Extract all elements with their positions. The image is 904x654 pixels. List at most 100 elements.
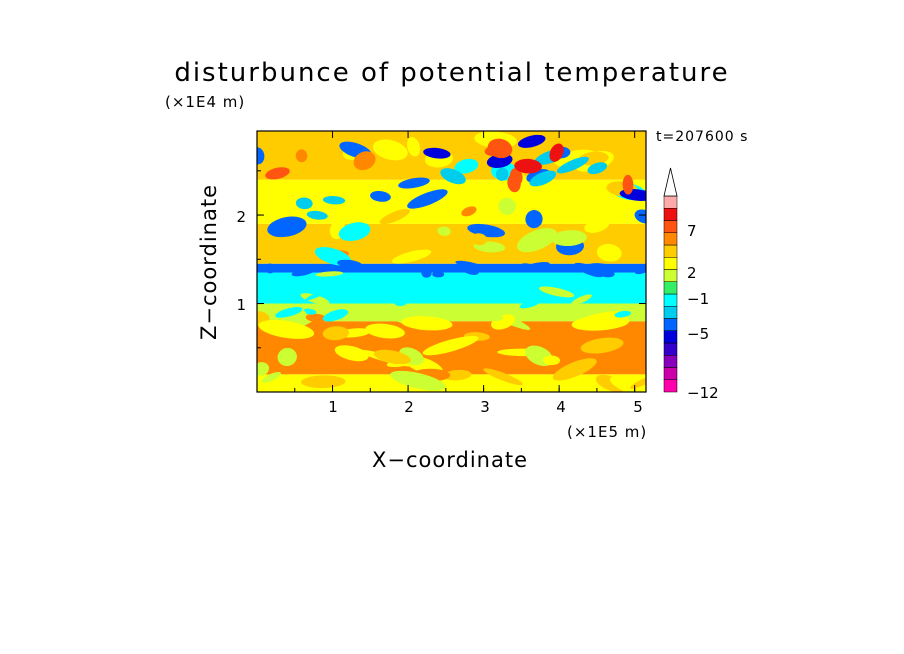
colorbar-swatch (663, 355, 678, 368)
x-axis-label: X−coordinate (372, 448, 528, 472)
contour-blob (609, 351, 636, 365)
colorbar-swatch (663, 330, 678, 344)
colorbar-swatch (663, 318, 678, 331)
field-band (257, 374, 646, 392)
colorbar-swatch (663, 306, 678, 319)
contour-blob (391, 249, 432, 264)
contour-blob (595, 267, 615, 278)
colorbar-label: 7 (687, 222, 697, 240)
contour-blob (556, 276, 581, 285)
colorbar-swatch (663, 208, 678, 221)
contour-blob (577, 287, 600, 299)
contour-blob (423, 147, 451, 159)
contour-blob (407, 189, 448, 209)
contour-blob (322, 196, 346, 205)
contour-blob (507, 173, 521, 193)
contour-blob (483, 368, 523, 386)
contour-blob (421, 268, 432, 278)
contour-blob (386, 282, 410, 289)
colorbar-swatch (663, 293, 678, 307)
contour-blob (275, 307, 303, 318)
contour-blob (394, 299, 407, 307)
contour-blob (258, 319, 315, 339)
contour-blob (257, 288, 276, 296)
contour-blob (407, 137, 421, 157)
contour-blob (338, 222, 371, 242)
colorbar-label: −1 (687, 290, 710, 308)
contour-blob (390, 370, 446, 391)
y-axis-label: Z−coordinate (197, 184, 221, 340)
contour-blob (634, 209, 646, 224)
contour-blob (440, 168, 466, 185)
contour-blob (614, 310, 631, 318)
contour-blob (529, 170, 557, 187)
contour-blob (365, 323, 405, 339)
contour-blob (584, 218, 610, 233)
contour-blob (552, 358, 597, 381)
x-unit-label: (×1E5 m) (567, 423, 648, 441)
contour-blob (300, 293, 330, 305)
contour-blob (556, 156, 589, 174)
colorbar-swatch (663, 257, 678, 270)
contour-blob (555, 195, 594, 208)
contour-blob (495, 167, 509, 181)
contour-blob (514, 158, 542, 174)
contour-blob (379, 209, 410, 225)
contour-blob (301, 375, 346, 389)
colorbar (663, 167, 678, 393)
contour-blob (574, 262, 604, 278)
contour-blob (609, 375, 646, 392)
contour-blob (257, 147, 265, 165)
colorbar-swatch (663, 342, 678, 356)
field-band (257, 303, 646, 322)
contour-blob (596, 243, 622, 262)
contour-blob (526, 276, 561, 284)
contour-blob (596, 325, 636, 347)
contour-blob (264, 263, 276, 274)
colorbar-swatch (663, 379, 678, 393)
contour-blob (373, 349, 411, 365)
colorbar-swatch (663, 269, 678, 282)
contour-blob (437, 226, 451, 236)
x-tick-label: 5 (633, 398, 643, 416)
contour-blob (439, 283, 477, 295)
colorbar-max-triangle (663, 167, 678, 197)
contour-blob (471, 233, 488, 246)
contour-blob (306, 210, 328, 220)
contour-blob (295, 149, 308, 163)
x-tick-label: 4 (556, 398, 566, 416)
contour-blob (315, 271, 344, 277)
contour-blob (538, 286, 575, 298)
colorbar-label: −12 (687, 384, 719, 402)
x-tick-label: 3 (480, 398, 490, 416)
contour-blob (461, 206, 477, 217)
contour-blob (432, 271, 445, 278)
contour-blob (305, 313, 327, 323)
x-tick-label: 2 (404, 398, 414, 416)
chart-title: disturbunce of potential temperature (174, 58, 730, 88)
contour-blob (303, 308, 317, 315)
colorbar-swatch (663, 244, 678, 258)
contour-blob (257, 301, 274, 314)
contour-blob (398, 177, 430, 189)
colorbar-label: 2 (687, 264, 697, 282)
contour-blob (455, 260, 485, 270)
y-tick-label: 1 (236, 296, 246, 314)
contour-blob (517, 134, 546, 148)
contour-blob (578, 237, 619, 253)
contour-blob (305, 288, 330, 301)
plot-frame (256, 130, 647, 393)
contour-blob (542, 355, 561, 366)
field-band (257, 263, 646, 273)
contour-blob (519, 300, 540, 309)
axis-ticks (257, 131, 646, 392)
contour-blob (587, 162, 607, 175)
contour-field (257, 131, 646, 392)
contour-blob (443, 369, 472, 381)
contour-blob (422, 336, 479, 356)
time-label: t=207600 s (656, 129, 749, 145)
colorbar-swatch (663, 195, 678, 209)
colorbar-swatch (663, 281, 678, 295)
contour-blob (337, 259, 363, 269)
